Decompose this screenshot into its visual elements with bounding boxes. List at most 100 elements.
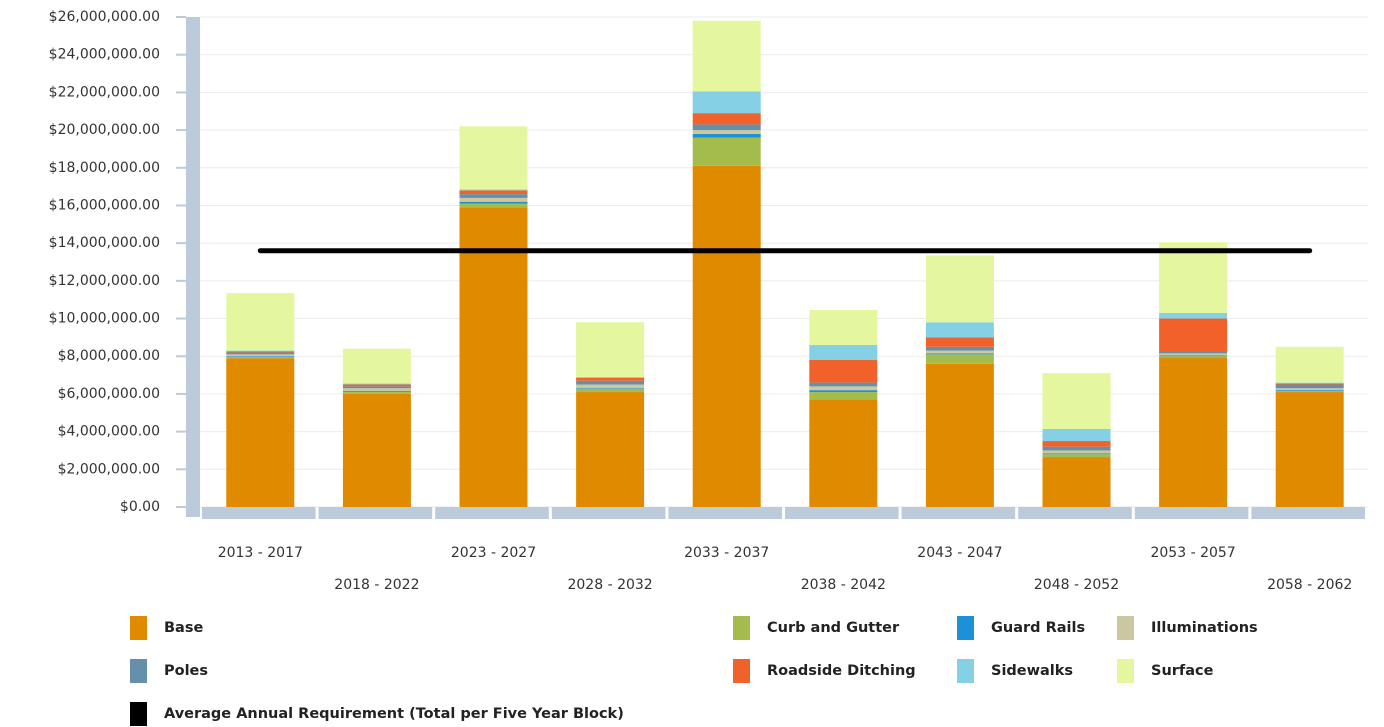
y-tick-label: $8,000,000.00 (58, 348, 160, 364)
legend-swatch (733, 659, 750, 683)
bar-segment (809, 360, 878, 383)
bar-segment (809, 390, 878, 393)
bar-segment (576, 388, 645, 390)
bar-segment (925, 255, 994, 323)
bar-segment (925, 363, 994, 507)
bar-segment (1159, 357, 1228, 507)
bar-segment (1275, 382, 1344, 384)
x-tick-label: 2013 - 2017 (218, 545, 303, 561)
bar-segment (925, 322, 994, 338)
bar-segment (576, 392, 645, 507)
legend-label: Base (164, 620, 203, 636)
bar-segment (459, 197, 528, 202)
legend-swatch (733, 616, 750, 640)
bar-segment (925, 350, 994, 354)
bar-segment (692, 124, 761, 131)
y-tick-label: $0.00 (120, 499, 160, 515)
legend-swatch (1117, 659, 1134, 683)
bar-segment (1159, 351, 1228, 354)
bar-segment (809, 310, 878, 345)
legend-swatch (130, 702, 147, 726)
x-tick-label: 2038 - 2042 (801, 577, 886, 593)
legend-label: Poles (164, 663, 208, 679)
y-tick-label: $4,000,000.00 (58, 424, 160, 440)
x-tick-label: 2028 - 2032 (567, 577, 652, 593)
x-axis-segment (318, 507, 433, 519)
x-axis-segment (202, 507, 316, 519)
bar-segment (809, 344, 878, 360)
legend-label: Surface (1151, 663, 1214, 679)
bar-segment (226, 354, 295, 357)
bar-segment (1275, 392, 1344, 507)
bar-segment (1275, 383, 1344, 385)
bar-segment (1042, 428, 1111, 442)
bar-segment (226, 352, 295, 355)
x-tick-label: 2018 - 2022 (334, 577, 419, 593)
legend-label: Sidewalks (991, 663, 1073, 679)
bar-segment (576, 377, 645, 381)
bar-segment (1159, 312, 1228, 319)
bar-segment (576, 384, 645, 389)
bar-segment (342, 383, 411, 385)
bar-segment (1159, 356, 1228, 358)
x-axis-segment (1018, 507, 1132, 519)
x-axis-segment (551, 507, 666, 519)
y-tick-label: $22,000,000.00 (49, 84, 160, 100)
bar-segment (342, 391, 411, 393)
bar-segment (226, 351, 295, 353)
bar-segment (1275, 384, 1344, 389)
bar-segment (1042, 453, 1111, 455)
bar-segment (576, 376, 645, 378)
legend-swatch (1117, 616, 1134, 640)
x-axis-segment (785, 507, 899, 519)
bar-segment (342, 386, 411, 389)
x-tick-label: 2048 - 2052 (1034, 577, 1119, 593)
bar-segment (576, 322, 645, 377)
bar-segment (809, 399, 878, 507)
bar-segment (459, 207, 528, 507)
x-axis-segment (1251, 507, 1365, 519)
legend-label: Average Annual Requirement (Total per Fi… (164, 706, 624, 722)
bar-segment (342, 348, 411, 384)
x-axis-segment (1134, 507, 1249, 519)
bar-segment (576, 389, 645, 393)
bar-segment (1159, 353, 1228, 356)
bar-segment (692, 137, 761, 166)
bar-segment (226, 350, 295, 352)
x-tick-label: 2043 - 2047 (917, 545, 1002, 561)
x-tick-label: 2033 - 2037 (684, 545, 769, 561)
bar-segment (459, 126, 528, 190)
bar-segment (459, 201, 528, 204)
x-tick-label: 2053 - 2057 (1150, 545, 1235, 561)
bar-segment (925, 337, 994, 347)
legend-swatch (130, 659, 147, 683)
bar-segment (226, 358, 295, 507)
x-tick-label: 2058 - 2062 (1267, 577, 1352, 593)
y-tick-label: $18,000,000.00 (49, 160, 160, 176)
y-axis-strip (186, 17, 200, 517)
x-axis-segment (901, 507, 1016, 519)
legend-swatch (957, 659, 974, 683)
y-tick-label: $12,000,000.00 (49, 273, 160, 289)
legend-label: Guard Rails (991, 620, 1085, 636)
bar-segment (1159, 318, 1228, 352)
bar-segment (1042, 441, 1111, 447)
bar-segment (692, 130, 761, 134)
bar-segment (1042, 454, 1111, 458)
bar-segment (226, 293, 295, 351)
bar-segment (692, 113, 761, 125)
bar-segment (342, 392, 411, 394)
bar-segment (459, 190, 528, 195)
bar-segment (342, 388, 411, 392)
bar-segment (226, 356, 295, 358)
x-axis-segment (435, 507, 549, 519)
y-tick-label: $14,000,000.00 (49, 235, 160, 251)
bar-segment (692, 91, 761, 114)
bar-segment (1275, 388, 1344, 391)
bar-segment (1275, 346, 1344, 383)
bar-segment (1275, 390, 1344, 392)
bar-segment (226, 357, 295, 359)
x-axis-segment (668, 507, 782, 519)
legend-swatch (130, 616, 147, 640)
bar-segment (1042, 446, 1111, 451)
